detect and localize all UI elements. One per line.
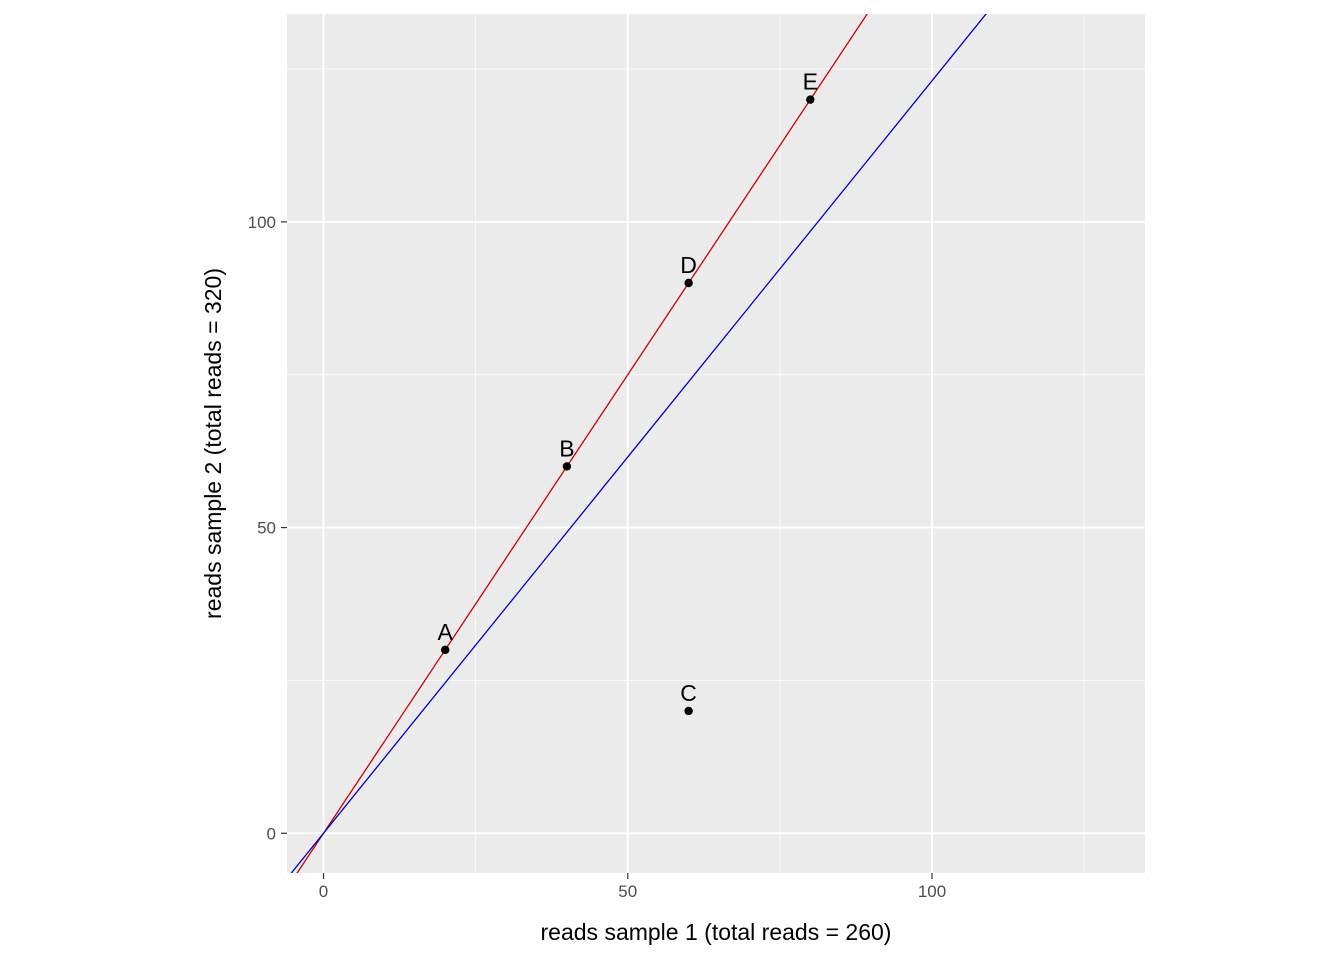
x-tick-label: 100 bbox=[918, 882, 946, 901]
reference-line-2 bbox=[290, 14, 987, 873]
y-axis-title: reads sample 2 (total reads = 320) bbox=[200, 268, 226, 619]
point-a bbox=[441, 645, 450, 655]
point-label-c: C bbox=[680, 680, 697, 706]
point-label-d: D bbox=[680, 252, 697, 278]
point-label-a: A bbox=[438, 619, 454, 645]
y-tick-label: 0 bbox=[267, 824, 276, 843]
minor-gridlines bbox=[287, 14, 1145, 873]
reference-lines bbox=[290, 14, 987, 873]
point-b bbox=[562, 462, 572, 471]
reference-line-1 bbox=[296, 14, 868, 873]
plot-panel bbox=[287, 14, 1145, 873]
x-axis-title: reads sample 1 (total reads = 260) bbox=[541, 919, 892, 945]
y-axis-ticks: 0 50 100 bbox=[248, 213, 287, 843]
y-tick-label: 100 bbox=[248, 213, 276, 232]
point-e bbox=[806, 95, 815, 104]
point-labels: A B C D E bbox=[438, 69, 818, 706]
point-label-e: E bbox=[803, 69, 818, 95]
x-axis-ticks: 0 50 100 bbox=[319, 873, 946, 901]
major-gridlines bbox=[287, 14, 1145, 873]
x-tick-label: 50 bbox=[618, 882, 637, 901]
point-c bbox=[684, 706, 693, 716]
y-tick-label: 50 bbox=[257, 519, 276, 538]
x-tick-label: 0 bbox=[319, 882, 328, 901]
point-d bbox=[684, 278, 693, 288]
data-points bbox=[441, 95, 815, 716]
point-label-b: B bbox=[559, 435, 574, 461]
